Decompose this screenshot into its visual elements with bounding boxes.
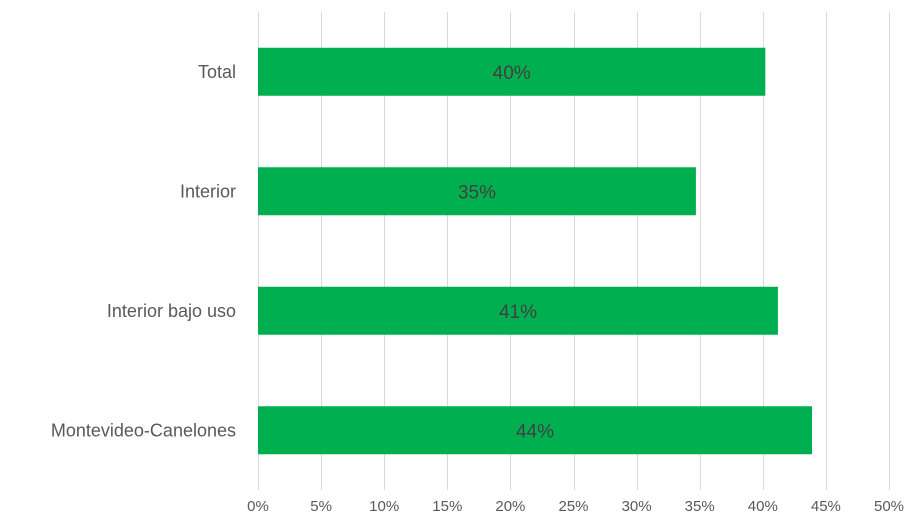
x-tick-label: 45% <box>811 498 841 515</box>
bar-1 <box>258 167 696 216</box>
x-tick-label: 35% <box>685 498 715 515</box>
data-label: 44% <box>516 421 554 442</box>
bar-3 <box>258 406 813 455</box>
data-label: 35% <box>458 182 496 203</box>
category-label: Montevideo-Canelones <box>51 420 236 440</box>
x-axis-tick-labels: 0% 5% 10% 15% 20% 25% 30% 35% 40% 45% 50% <box>247 498 904 515</box>
data-labels: 40% 35% 41% 44% <box>458 63 554 443</box>
category-label: Interior bajo uso <box>107 301 236 321</box>
category-label: Interior <box>180 181 236 201</box>
bar-2 <box>258 286 778 335</box>
x-tick-label: 40% <box>748 498 778 515</box>
category-labels: Total Interior Interior bajo uso Montevideo… <box>51 62 236 441</box>
data-label: 41% <box>499 302 537 323</box>
x-tick-label: 10% <box>369 498 399 515</box>
x-tick-label: 25% <box>558 498 588 515</box>
data-label: 40% <box>493 63 531 84</box>
x-tick-label: 30% <box>622 498 652 515</box>
x-tick-label: 50% <box>874 498 904 515</box>
x-tick-label: 20% <box>495 498 525 515</box>
x-tick-label: 5% <box>310 498 332 515</box>
x-tick-label: 15% <box>432 498 462 515</box>
bar-0 <box>258 47 766 96</box>
category-label: Total <box>198 62 236 82</box>
bars <box>258 47 813 455</box>
x-tick-label: 0% <box>247 498 269 515</box>
